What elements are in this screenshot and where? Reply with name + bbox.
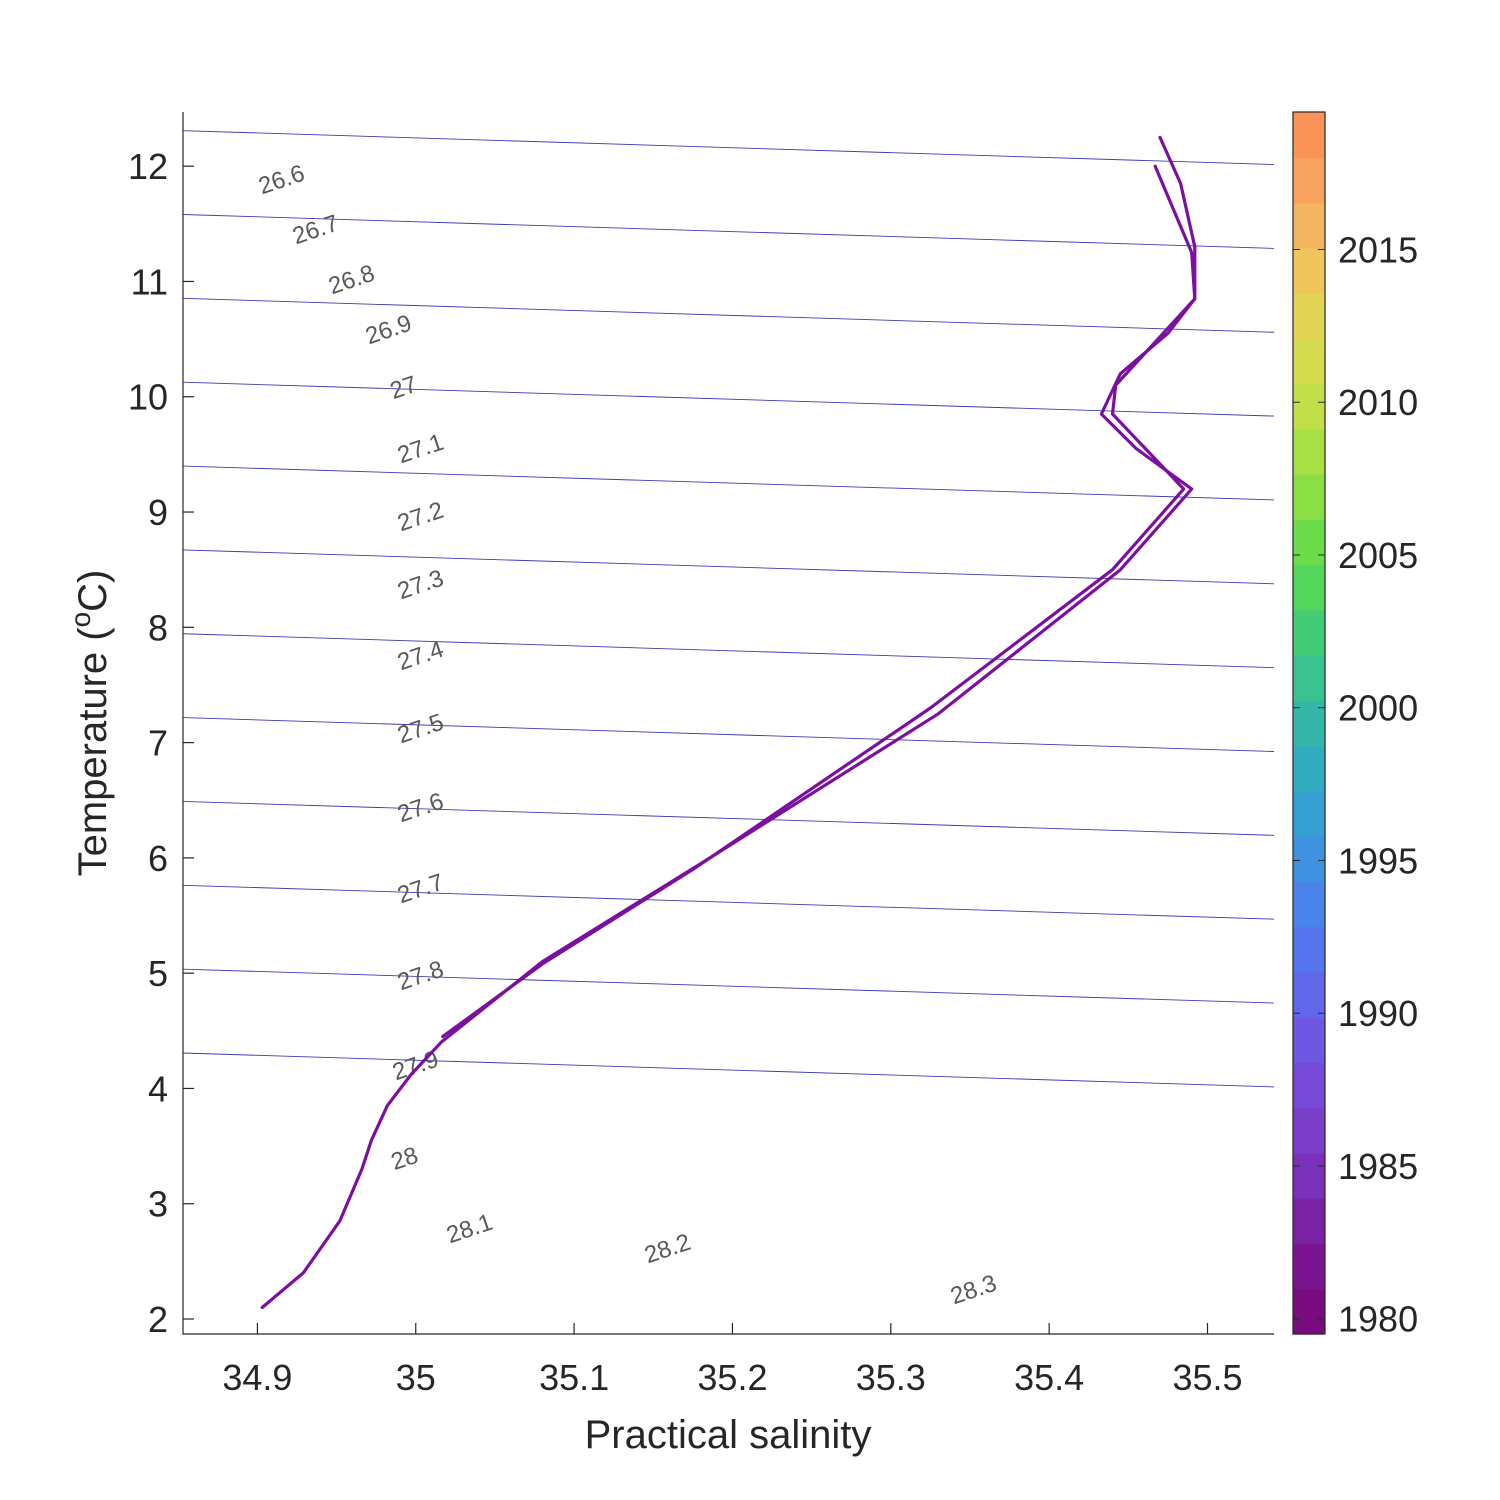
density-contour-label: 27.4	[394, 636, 447, 676]
density-contour-label: 27.7	[394, 869, 447, 909]
colorbar-segment	[1293, 564, 1325, 611]
density-contour-line	[183, 297, 1274, 333]
y-tick-label: 2	[148, 1299, 168, 1340]
density-contour-line	[0, 30, 1500, 98]
colorbar-tick-label: 1980	[1338, 1299, 1418, 1340]
colorbar-segment	[1293, 836, 1325, 883]
colorbar-segment	[1293, 1288, 1325, 1335]
density-contour-label: 28.1	[443, 1209, 496, 1249]
y-axis-label-superscript: o	[65, 612, 96, 628]
density-contour-line	[183, 465, 1274, 501]
x-axis-label: Practical salinity	[585, 1413, 872, 1457]
colorbar-segment	[1293, 1243, 1325, 1290]
density-contour-label: 27.3	[394, 565, 447, 605]
density-contour-label: 28.2	[641, 1229, 694, 1269]
density-contour-label: 26.6	[255, 160, 308, 200]
y-axis-label: Temperature (oC)	[65, 570, 115, 877]
y-tick-label: 3	[148, 1184, 168, 1225]
y-tick-label: 9	[148, 492, 168, 533]
density-contour-line	[183, 884, 1274, 920]
density-contour-label: 26.9	[362, 310, 415, 350]
x-axis-ticks: 34.9 35 35.1 35.2 35.3 35.4 35.5	[222, 1323, 1243, 1398]
density-contour-labels: 26.6 26.7 26.8 26.9 27 27.1 27.2 27.3 27.4 27.5 27…	[255, 160, 1000, 1310]
density-contour-label: 27.6	[394, 788, 447, 828]
y-tick-label: 8	[148, 607, 168, 648]
colorbar-segment	[1293, 428, 1325, 475]
colorbar-segment	[1293, 519, 1325, 566]
y-tick-label: 11	[131, 261, 168, 302]
colorbar-segment	[1293, 1152, 1325, 1199]
density-contour-line	[0, 0, 1500, 14]
colorbar-segment	[1293, 971, 1325, 1018]
x-tick-label: 35.5	[1172, 1357, 1242, 1398]
density-contour-line	[183, 549, 1274, 585]
colorbar-segment	[1293, 1198, 1325, 1245]
profile-line-2	[441, 164, 1197, 1039]
density-contour-label: 27.5	[394, 709, 447, 749]
y-tick-label: 5	[148, 953, 168, 994]
colorbar-segment	[1293, 790, 1325, 837]
y-axis-ticks: 2 3 4 5 6 7 8 9 10 11 12	[128, 146, 194, 1340]
density-contour-label: 27.1	[394, 429, 447, 469]
colorbar: 1980 1985 1990 1995 2000 2005 2010 2015	[1292, 111, 1418, 1340]
density-contour-line	[183, 968, 1274, 1004]
density-contour-line	[183, 1052, 1274, 1088]
colorbar-tick-label: 1990	[1338, 993, 1418, 1034]
colorbar-tick-label: 1995	[1338, 840, 1418, 881]
profile-lines	[260, 135, 1197, 1310]
density-contour-label: 28	[388, 1142, 422, 1176]
colorbar-segment	[1293, 745, 1325, 792]
density-contour-line	[183, 633, 1274, 669]
colorbar-segment	[1293, 474, 1325, 520]
y-tick-label: 6	[148, 838, 168, 879]
y-tick-label: 10	[128, 377, 168, 418]
y-tick-label: 4	[148, 1068, 168, 1109]
colorbar-frame	[1292, 111, 1326, 1335]
colorbar-segment	[1293, 609, 1325, 656]
density-contour-label: 27.8	[394, 956, 447, 996]
colorbar-segment	[1293, 338, 1325, 385]
colorbar-tick-label: 2010	[1338, 382, 1418, 423]
colorbar-segment	[1293, 1062, 1325, 1109]
colorbar-tick-label: 1985	[1338, 1146, 1418, 1187]
axes-frame	[182, 112, 1274, 1335]
colorbar-segment	[1293, 655, 1325, 701]
x-tick-label: 35.4	[1014, 1357, 1084, 1398]
colorbar-tick-label: 2000	[1338, 688, 1418, 729]
density-contour-label: 26.7	[289, 210, 342, 250]
density-contour-line	[183, 214, 1274, 249]
density-contour-line	[183, 381, 1274, 417]
colorbar-tick-label: 2005	[1338, 535, 1418, 576]
colorbar-tick-label: 2015	[1338, 229, 1418, 270]
colorbar-segment	[1293, 247, 1325, 294]
density-contour-label: 27	[387, 371, 421, 405]
density-contour-label: 28.3	[947, 1270, 1000, 1310]
colorbar-segment	[1293, 202, 1325, 249]
x-tick-label: 35.1	[539, 1357, 609, 1398]
colorbar-segment	[1293, 293, 1325, 339]
density-contour-line	[183, 717, 1274, 752]
colorbar-segment	[1293, 383, 1325, 430]
colorbar-segment	[1293, 881, 1325, 928]
density-contour-label: 26.8	[325, 260, 378, 300]
x-tick-label: 35.2	[697, 1357, 767, 1398]
y-tick-label: 12	[128, 146, 168, 187]
colorbar-segment	[1293, 1107, 1325, 1154]
density-contours	[0, 0, 1500, 1088]
colorbar-segment	[1293, 1017, 1325, 1064]
density-contour-line	[183, 130, 1274, 166]
colorbar-segment	[1293, 926, 1325, 973]
density-contour-line	[183, 800, 1274, 836]
y-tick-label: 7	[148, 723, 168, 764]
colorbar-segment	[1293, 157, 1325, 204]
x-tick-label: 34.9	[222, 1357, 292, 1398]
density-contour-label: 27.2	[394, 497, 447, 537]
colorbar-segment	[1293, 112, 1325, 158]
x-tick-label: 35.3	[856, 1357, 926, 1398]
x-tick-label: 35	[396, 1357, 436, 1398]
